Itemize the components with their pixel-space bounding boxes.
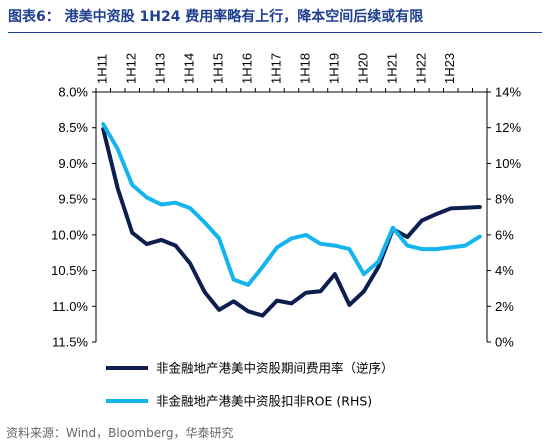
x-axis-tick-label: 1H12 [124, 53, 139, 84]
x-axis-tick-label: 1H18 [297, 53, 312, 84]
x-axis-tick-label: 1H23 [442, 53, 457, 84]
source-note: 资料来源：Wind，Bloomberg，华泰研究 [6, 426, 234, 440]
legend-label: 非金融地产港美中资股期间费用率（逆序） [156, 361, 394, 376]
right-axis-tick-label: 12% [495, 120, 521, 135]
chart-title: 图表6： 港美中资股 1H24 费用率略有上行，降本空间后续或有限 [8, 9, 424, 25]
left-axis-tick-label: 8.0% [58, 85, 88, 100]
series-expense-ratio-line [101, 127, 482, 318]
right-axis-tick-label: 4% [495, 263, 514, 278]
x-axis-tick-label: 1H22 [413, 53, 428, 84]
x-axis-tick-label: 1H13 [153, 53, 168, 84]
left-axis-tick-label: 11.5% [52, 335, 88, 350]
left-axis-tick-label: 10.5% [51, 263, 88, 278]
right-axis-tick-label: 6% [495, 227, 514, 242]
right-axis-tick-label: 10% [495, 156, 521, 171]
x-axis-tick-label: 1H15 [211, 53, 226, 84]
x-axis-tick-label: 1H21 [384, 53, 399, 84]
x-axis-tick-label: 1H17 [268, 53, 283, 84]
x-axis-tick-label: 1H11 [95, 54, 110, 84]
right-axis-tick-label: 8% [495, 192, 514, 207]
left-axis-tick-label: 8.5% [58, 120, 88, 135]
legend-label: 非金融地产港美中资股扣非ROE (RHS) [156, 394, 372, 409]
right-axis-tick-label: 0% [495, 335, 514, 350]
left-axis-tick-label: 10.0% [51, 227, 88, 242]
right-axis-tick-label: 14% [495, 85, 521, 100]
series-roe-line [101, 122, 482, 287]
x-axis-tick-label: 1H16 [239, 53, 254, 84]
x-axis-tick-label: 1H20 [355, 53, 370, 84]
x-axis-tick-label: 1H19 [326, 53, 341, 84]
x-axis-tick-label: 1H14 [182, 53, 197, 84]
title-divider [8, 32, 542, 33]
left-axis-tick-label: 9.0% [58, 156, 88, 171]
left-axis-tick-label: 11.0% [52, 299, 88, 314]
left-axis-tick-label: 9.5% [58, 192, 88, 207]
right-axis-tick-label: 2% [495, 299, 514, 314]
